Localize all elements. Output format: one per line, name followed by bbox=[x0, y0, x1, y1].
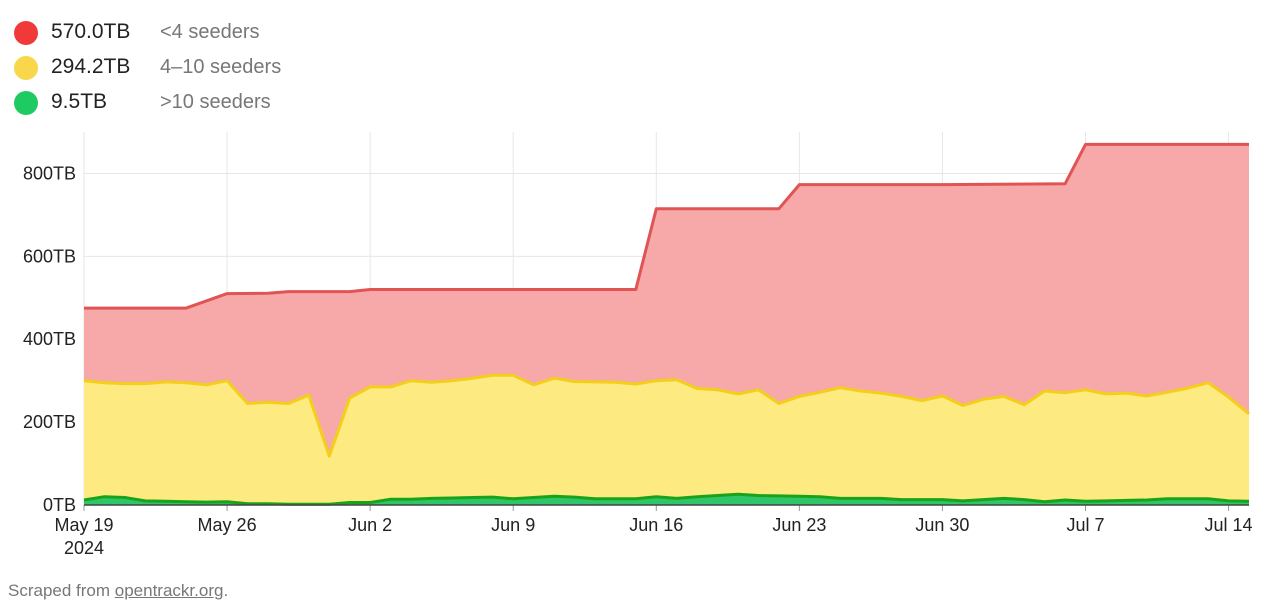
source-link[interactable]: opentrackr.org bbox=[114, 581, 224, 600]
series-low-seeders-line bbox=[84, 142, 1249, 310]
x-tick-sublabel: 2024 bbox=[64, 538, 104, 558]
x-tick-label: Jun 9 bbox=[491, 515, 535, 535]
x-tick-label: Jun 23 bbox=[772, 515, 826, 535]
x-tick-label: May 26 bbox=[198, 515, 257, 535]
legend-value: 570.0TB bbox=[51, 20, 131, 43]
legend-label: >10 seeders bbox=[160, 91, 271, 113]
y-tick-label: 0TB bbox=[43, 495, 76, 515]
x-tick-label: Jun 16 bbox=[629, 515, 683, 535]
legend-value: 9.5TB bbox=[51, 90, 108, 113]
x-tick-label: Jun 2 bbox=[348, 515, 392, 535]
legend-swatch-red bbox=[14, 21, 38, 45]
series-mid-seeders-area bbox=[84, 375, 1249, 505]
footer-note: Scraped from opentrackr.org. bbox=[8, 581, 228, 601]
series-high-seeders-line bbox=[83, 492, 1250, 506]
legend-label: 4–10 seeders bbox=[160, 56, 282, 78]
chart-areas bbox=[83, 142, 1250, 506]
x-tick-label: Jul 7 bbox=[1066, 515, 1104, 535]
legend-value: 294.2TB bbox=[51, 55, 131, 78]
x-tick-label: Jul 14 bbox=[1205, 515, 1253, 535]
footer-prefix: Scraped from bbox=[8, 581, 115, 600]
seeder-area-chart: 0TB 200TB 400TB 600TB 800TB May 19 2024 May 26 J… bbox=[23, 132, 1253, 558]
chart-axes: 0TB 200TB 400TB 600TB 800TB May 19 2024 May 26 J… bbox=[23, 163, 1253, 558]
legend-swatch-yellow bbox=[14, 56, 38, 80]
legend-label: <4 seeders bbox=[160, 21, 260, 43]
y-tick-label: 800TB bbox=[23, 163, 76, 183]
series-mid-seeders-line bbox=[83, 373, 1250, 458]
x-tick-label: May 19 bbox=[54, 515, 113, 535]
y-tick-label: 400TB bbox=[23, 329, 76, 349]
footer-suffix: . bbox=[223, 581, 229, 600]
x-tick-label: Jun 30 bbox=[915, 515, 969, 535]
legend-swatch-green bbox=[14, 91, 38, 115]
y-tick-label: 600TB bbox=[23, 246, 76, 266]
y-tick-label: 200TB bbox=[23, 412, 76, 432]
